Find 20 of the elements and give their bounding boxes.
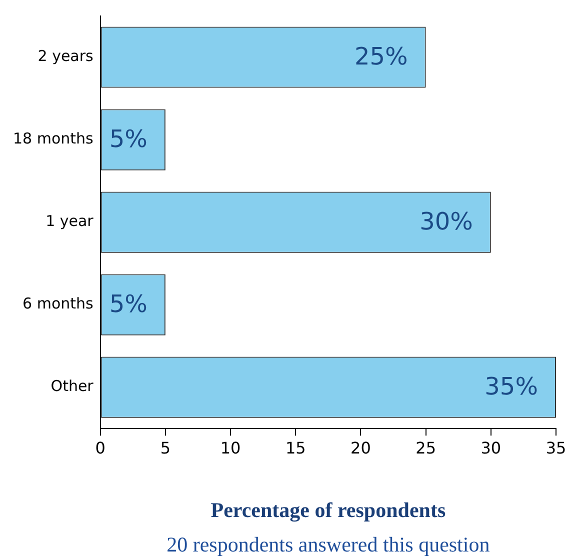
x-tick-label: 30: [480, 438, 502, 458]
x-tick-label: 20: [350, 438, 371, 458]
x-tick-label: 5: [160, 438, 171, 458]
data-label: 35%: [484, 372, 538, 401]
data-label: 25%: [354, 42, 408, 70]
y-tick-label: Other: [50, 377, 94, 396]
y-tick-label: 2 years: [38, 47, 94, 66]
x-tick-label: 25: [416, 438, 436, 458]
x-tick-label: 0: [95, 438, 106, 458]
y-tick-label: 18 months: [12, 130, 94, 148]
x-tick-label: 15: [285, 438, 306, 458]
data-label: 5%: [109, 290, 148, 318]
x-tick-label: 10: [220, 438, 241, 458]
data-label: 5%: [109, 125, 148, 154]
data-label: 30%: [420, 208, 473, 236]
x-axis-title: Percentage of respondents: [210, 498, 446, 522]
y-tick-label: 1 year: [46, 212, 94, 230]
x-tick-label: 35: [546, 438, 566, 458]
y-tick-label: 6 months: [22, 294, 94, 313]
text: 20 respondents answered this question: [166, 532, 490, 557]
